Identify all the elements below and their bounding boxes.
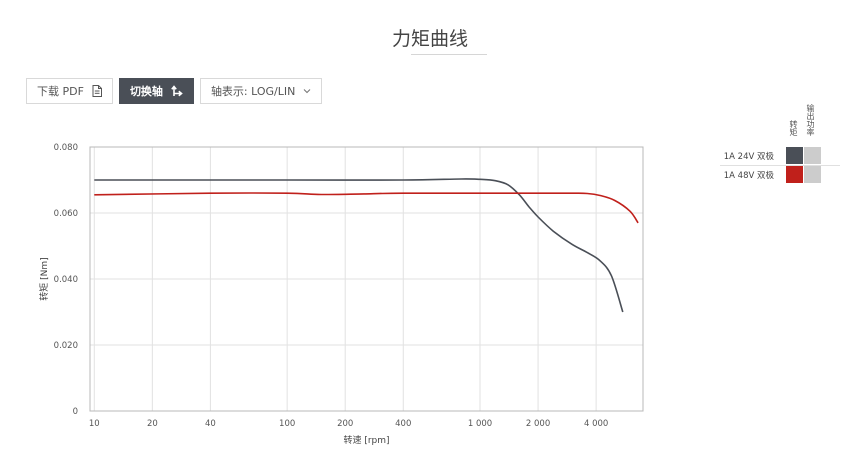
- chart-title: 力矩曲线: [391, 28, 468, 50]
- series-line: [94, 192, 639, 224]
- legend-torque-toggle[interactable]: [786, 166, 803, 183]
- legend-row: 1A 48V 双极: [700, 165, 840, 185]
- x-tick-labels: 10 20 40 100 200 400 1 000 2 000 4 000: [89, 419, 608, 429]
- x-tick-label: 10: [89, 419, 100, 429]
- legend-torque-toggle[interactable]: [786, 147, 803, 164]
- y-tick-labels: 0 0.020 0.040 0.060 0.080: [54, 143, 78, 417]
- series-lines: [94, 178, 639, 313]
- y-tick-label: 0.020: [54, 341, 78, 351]
- swap-axis-icon: [171, 85, 183, 97]
- legend-divider: [720, 165, 840, 166]
- x-tick-label: 20: [147, 419, 158, 429]
- x-tick-label: 4 000: [584, 419, 608, 429]
- legend-series-name: 1A 48V 双极: [723, 171, 774, 181]
- y-axis-label: 转矩 [Nm]: [38, 257, 50, 300]
- legend-row: 1A 24V 双极: [700, 146, 840, 166]
- x-tick-label: 100: [279, 419, 295, 429]
- axis-display-label: 轴表示: LOG/LIN: [210, 85, 296, 98]
- x-tick-label: 40: [205, 419, 216, 429]
- legend-power-toggle[interactable]: [804, 166, 821, 183]
- series-line: [94, 178, 624, 313]
- plot-frame: [89, 146, 644, 412]
- legend: 转矩 输出功率 1A 24V 双极 1A 48V 双极: [700, 100, 840, 190]
- y-tick-label: 0.060: [54, 209, 78, 219]
- switch-axis-button[interactable]: 切换轴: [118, 78, 194, 104]
- toolbar: 下载 PDF 切换轴 轴表示: LOG/LIN: [26, 78, 328, 104]
- legend-power-toggle[interactable]: [804, 147, 821, 164]
- y-tick-label: 0.080: [54, 143, 78, 153]
- x-tick-label: 2 000: [526, 419, 550, 429]
- legend-series-name: 1A 24V 双极: [723, 152, 774, 162]
- axis-display-dropdown[interactable]: 轴表示: LOG/LIN: [199, 78, 323, 104]
- x-tick-label: 200: [337, 419, 353, 429]
- document-icon: [92, 85, 102, 97]
- x-tick-label: 400: [395, 419, 411, 429]
- chevron-down-icon: [303, 88, 311, 94]
- x-tick-label: 1 000: [468, 419, 492, 429]
- legend-header-torque: 转矩: [789, 120, 798, 136]
- switch-axis-label: 切换轴: [129, 85, 163, 98]
- title-underline: [411, 54, 487, 55]
- y-tick-label: 0.040: [54, 275, 78, 285]
- grid-lines: [90, 146, 643, 412]
- y-tick-label: 0: [73, 407, 78, 417]
- legend-header-output-power: 输出功率: [806, 104, 815, 136]
- x-axis-label: 转速 [rpm]: [343, 434, 389, 446]
- download-pdf-button[interactable]: 下载 PDF: [26, 78, 113, 104]
- download-pdf-label: 下载 PDF: [37, 85, 84, 98]
